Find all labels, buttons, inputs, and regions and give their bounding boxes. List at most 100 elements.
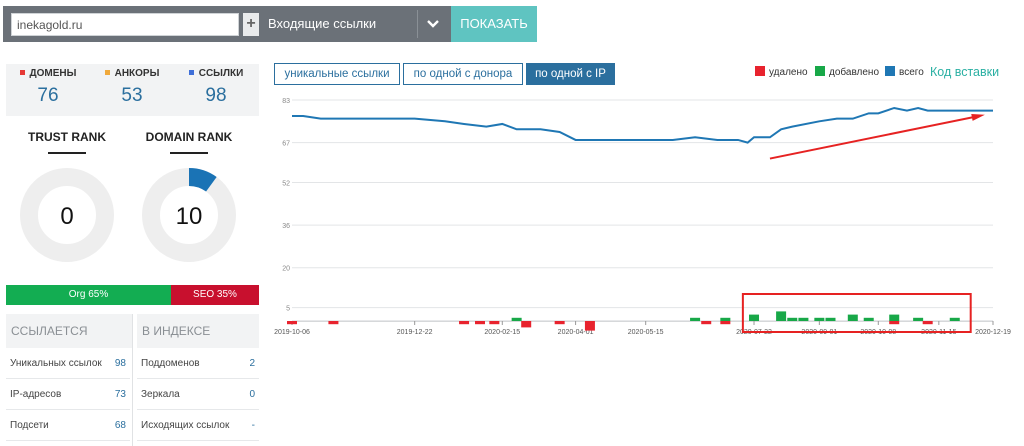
- row-label: IP-адресов: [10, 389, 62, 400]
- trust-rank: TRUST RANK: [12, 130, 122, 154]
- domain-rank-underline: [170, 152, 208, 154]
- added-bar: [825, 317, 836, 321]
- row-label: Подсети: [10, 420, 49, 431]
- table-divider: [132, 314, 133, 446]
- row-value[interactable]: 73: [114, 389, 126, 400]
- removed-bar: [922, 321, 933, 325]
- legend-total-label: всего: [899, 67, 924, 78]
- x-tick-label: 2019-12-22: [397, 329, 433, 336]
- removed-bar: [489, 321, 500, 325]
- added-bar: [847, 314, 858, 321]
- stat-domains: ДОМЕНЫ 76: [6, 68, 90, 107]
- stat-anchors-value: 53: [121, 85, 143, 106]
- table-row[interactable]: Исходящих ссылок -: [137, 410, 259, 441]
- trend-arrow: [769, 114, 980, 160]
- add-domain-button[interactable]: +: [243, 13, 259, 36]
- anchors-dot: [104, 70, 110, 75]
- legend-removed-label: удалено: [769, 67, 808, 78]
- row-value[interactable]: 0: [249, 389, 255, 400]
- added-bar: [787, 317, 798, 321]
- removed-bar: [554, 321, 565, 325]
- table-row[interactable]: Уникальных ссылок 98: [6, 348, 130, 379]
- stat-anchors: АНКОРЫ 53: [90, 68, 174, 107]
- domain-rank-ring-fill: [142, 168, 236, 262]
- domain-rank-value: 10: [175, 203, 203, 230]
- row-label: Исходящих ссылок: [141, 420, 230, 431]
- x-tick-label: 2020-05-15: [628, 329, 664, 336]
- trust-rank-title: TRUST RANK: [28, 130, 106, 144]
- tab-one-per-ip[interactable]: по одной с IP: [526, 63, 615, 85]
- table-row[interactable]: Зеркала 0: [137, 379, 259, 410]
- y-tick-label: 67: [282, 141, 290, 148]
- embed-code-link[interactable]: Код вставки: [930, 65, 1000, 79]
- added-bar: [690, 317, 701, 321]
- legend-added[interactable]: добавлено: [815, 66, 879, 78]
- legend-total[interactable]: всего: [885, 66, 924, 78]
- stat-anchors-label: АНКОРЫ: [114, 68, 160, 79]
- organic-traffic-bar: Org 65%: [6, 285, 171, 305]
- added-bar: [749, 314, 760, 321]
- added-bar: [863, 317, 874, 321]
- domains-dot: [19, 70, 25, 75]
- y-tick-label: 52: [282, 181, 290, 188]
- removed-bar: [521, 321, 532, 328]
- indexed-header: В ИНДЕКСЕ: [137, 314, 259, 348]
- trend-arrow-head: [971, 114, 985, 121]
- show-button[interactable]: ПОКАЗАТЬ: [451, 6, 537, 42]
- x-tick-label: 2020-02-15: [484, 329, 520, 336]
- tab-unique-links[interactable]: уникальные ссылки: [274, 63, 400, 85]
- backlinks-chart: 83 67 52 36 20 5 2019-10-06 2019-12-22 2020-02-1…: [274, 98, 1011, 336]
- domain-input[interactable]: [11, 13, 239, 36]
- trust-rank-gauge: [20, 168, 114, 262]
- stat-links-value: 98: [205, 85, 227, 106]
- row-value[interactable]: 2: [249, 358, 255, 369]
- removed-bar: [701, 321, 712, 325]
- table-row[interactable]: Поддоменов 2: [137, 348, 259, 379]
- added-bar: [798, 317, 809, 321]
- highlight-box: [741, 293, 972, 333]
- summary-stats: ДОМЕНЫ 76 АНКОРЫ 53 ССЫЛКИ 98: [6, 64, 259, 116]
- removed-bar: [459, 321, 470, 325]
- table-row[interactable]: IP-адресов 73: [6, 379, 130, 410]
- domain-rank-gauge: [142, 168, 236, 262]
- stat-links: ССЫЛКИ 98: [174, 68, 258, 107]
- y-tick-label: 20: [282, 266, 290, 273]
- legend-swatch: [885, 66, 895, 76]
- x-tick-label: 2019-10-06: [274, 329, 310, 336]
- row-value[interactable]: 68: [114, 420, 126, 431]
- domain-rank: DOMAIN RANK: [134, 130, 244, 154]
- x-tick-label: 2020-12-19: [975, 329, 1011, 336]
- links-dot: [188, 70, 194, 75]
- legend-swatch: [755, 66, 765, 76]
- domain-rank-title: DOMAIN RANK: [145, 130, 233, 144]
- row-value[interactable]: 98: [114, 358, 126, 369]
- tab-one-per-donor[interactable]: по одной с донора: [403, 63, 523, 85]
- added-bar: [720, 317, 731, 321]
- added-bar: [913, 317, 924, 321]
- legend-removed[interactable]: удалено: [755, 66, 808, 78]
- stat-links-label: ССЫЛКИ: [198, 68, 244, 79]
- link-type-select[interactable]: Входящие ссылки: [268, 16, 377, 31]
- stat-domains-value: 76: [37, 85, 59, 106]
- added-bar: [776, 311, 787, 321]
- row-value[interactable]: -: [251, 420, 255, 431]
- removed-bar: [889, 321, 900, 325]
- stat-domains-label: ДОМЕНЫ: [29, 68, 77, 79]
- removed-bar: [474, 321, 485, 325]
- y-tick-label: 5: [286, 306, 290, 313]
- added-bar: [814, 317, 825, 321]
- added-bar: [511, 317, 522, 321]
- y-tick-label: 36: [282, 223, 290, 230]
- row-label: Зеркала: [141, 389, 180, 400]
- legend-swatch: [815, 66, 825, 76]
- search-bar: + Входящие ссылки ПОКАЗАТЬ: [3, 6, 537, 42]
- total-line: [292, 106, 993, 144]
- row-label: Уникальных ссылок: [10, 358, 102, 369]
- removed-bar: [287, 321, 297, 325]
- added-bar: [949, 317, 960, 321]
- table-row[interactable]: Подсети 68: [6, 410, 130, 441]
- link-type-dropdown-button[interactable]: [417, 10, 447, 38]
- row-label: Поддоменов: [141, 358, 200, 369]
- trust-rank-underline: [48, 152, 86, 154]
- links-to-header: ССЫЛАЕТСЯ: [6, 314, 133, 348]
